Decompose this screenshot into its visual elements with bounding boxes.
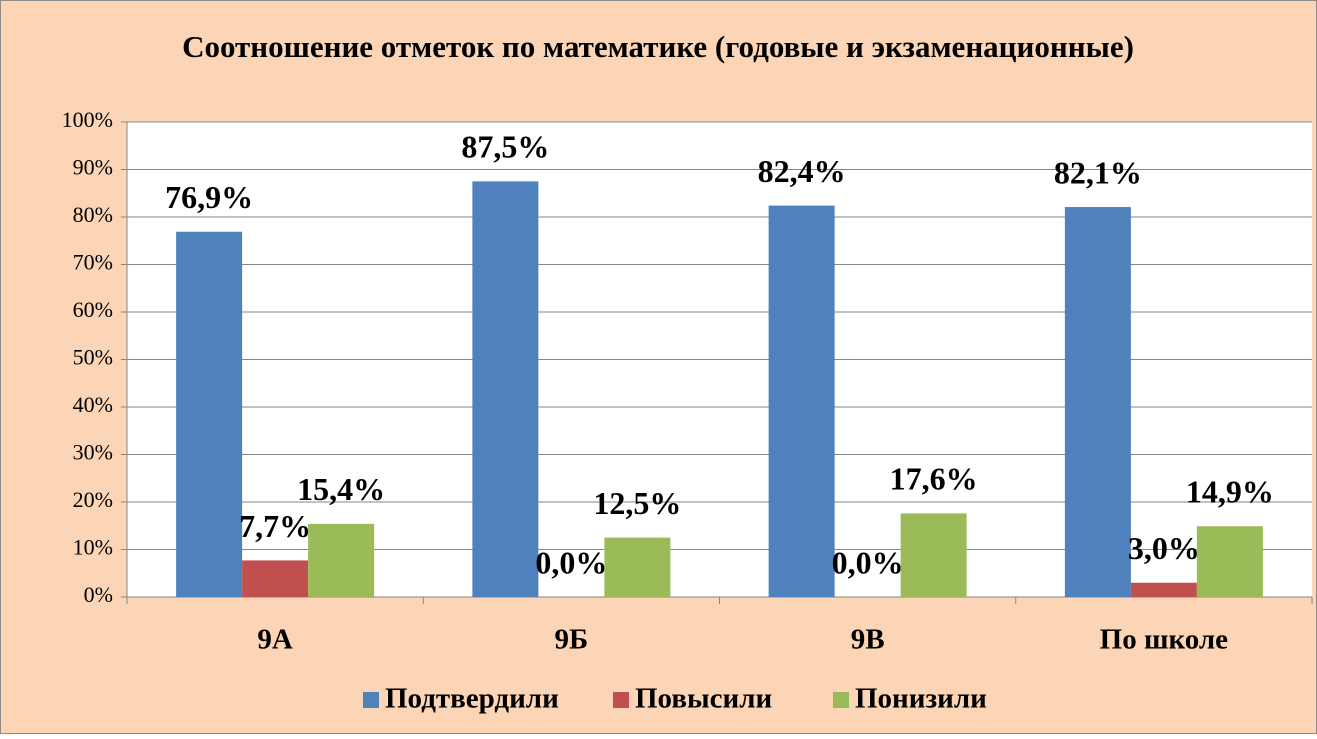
bar: [900, 513, 967, 597]
legend-swatch: [833, 692, 849, 708]
legend-swatch: [613, 692, 629, 708]
bar: [242, 560, 309, 597]
value-label: 7,7%: [239, 508, 311, 544]
y-tick-label: 30%: [73, 440, 113, 465]
y-tick-label: 60%: [73, 297, 113, 322]
y-tick-label: 100%: [62, 107, 113, 132]
x-tick-label: По школе: [1100, 624, 1229, 656]
legend-label: Понизили: [855, 683, 987, 715]
value-label: 0,0%: [832, 544, 904, 580]
y-tick-label: 80%: [73, 202, 113, 227]
y-tick-label: 40%: [73, 392, 113, 417]
chart-title: Соотношение отметок по математике (годов…: [182, 29, 1134, 64]
bar: [1130, 582, 1197, 597]
value-label: 0,0%: [535, 544, 607, 580]
value-label: 82,1%: [1054, 154, 1142, 190]
value-label: 82,4%: [758, 153, 846, 189]
x-tick-label: 9Б: [555, 624, 589, 656]
value-label: 3,0%: [1128, 530, 1200, 566]
bar: [308, 523, 375, 597]
bar: [768, 205, 835, 597]
value-label: 15,4%: [297, 471, 385, 507]
value-label: 76,9%: [165, 179, 253, 215]
x-tick-label: 9В: [851, 624, 885, 656]
value-label: 14,9%: [1186, 474, 1274, 510]
legend-swatch: [363, 692, 379, 708]
value-label: 87,5%: [461, 129, 549, 165]
bar: [1064, 207, 1131, 597]
bar: [176, 231, 243, 597]
bar: [472, 181, 539, 597]
legend-label: Подтвердили: [385, 683, 559, 715]
x-tick-label: 9А: [257, 624, 293, 656]
bar: [604, 537, 671, 597]
legend-label: Повысили: [635, 683, 772, 715]
value-label: 12,5%: [593, 485, 681, 521]
y-tick-label: 70%: [73, 250, 113, 275]
y-tick-label: 50%: [73, 345, 113, 370]
y-tick-label: 90%: [73, 155, 113, 180]
value-label: 17,6%: [890, 461, 978, 497]
y-tick-label: 20%: [73, 487, 113, 512]
bar: [1196, 526, 1263, 597]
y-tick-label: 10%: [73, 535, 113, 560]
y-tick-label: 0%: [84, 582, 113, 607]
